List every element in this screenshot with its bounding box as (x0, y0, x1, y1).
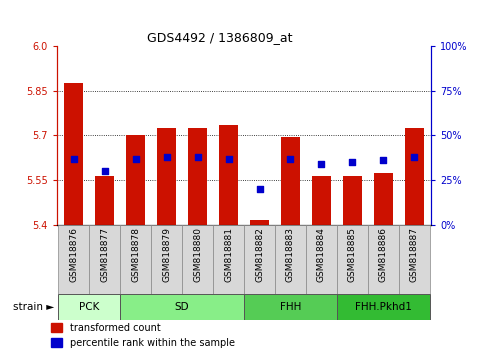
Bar (368, 225, 399, 294)
Bar (96, 176, 114, 225)
Point (70, 156, 78, 161)
Bar (58, 225, 89, 294)
Bar (275, 225, 306, 294)
Point (194, 154, 202, 160)
Bar (213, 225, 244, 294)
Text: GSM818878: GSM818878 (131, 227, 140, 282)
Text: GSM818887: GSM818887 (410, 227, 419, 282)
Text: GSM818884: GSM818884 (317, 227, 326, 282)
Text: GSM818886: GSM818886 (379, 227, 388, 282)
Point (225, 156, 233, 161)
Point (101, 168, 108, 174)
Bar (120, 294, 244, 320)
Bar (51, 338, 62, 348)
Text: GSM818876: GSM818876 (69, 227, 78, 282)
Text: SD: SD (175, 302, 189, 312)
Bar (58, 294, 120, 320)
Text: GSM818881: GSM818881 (224, 227, 233, 282)
Text: FHH: FHH (280, 302, 301, 312)
Bar (51, 323, 62, 332)
Text: GSM818877: GSM818877 (100, 227, 109, 282)
Bar (281, 137, 300, 225)
Bar (157, 128, 176, 225)
Bar (343, 176, 362, 225)
Bar (244, 294, 337, 320)
Text: FHH.Pkhd1: FHH.Pkhd1 (355, 302, 412, 312)
Text: GSM818883: GSM818883 (286, 227, 295, 282)
Point (317, 161, 325, 167)
Point (255, 186, 263, 192)
Bar (151, 225, 182, 294)
Bar (89, 225, 120, 294)
Bar (374, 173, 392, 225)
Bar (188, 128, 207, 225)
Point (410, 154, 418, 160)
Bar (306, 225, 337, 294)
Point (132, 156, 140, 161)
Bar (405, 128, 423, 225)
Bar (337, 225, 368, 294)
Bar (250, 220, 269, 225)
Text: percentile rank within the sample: percentile rank within the sample (70, 338, 235, 348)
Bar (399, 225, 430, 294)
Point (286, 156, 294, 161)
Bar (244, 225, 275, 294)
Text: transformed count: transformed count (70, 322, 161, 333)
Bar (337, 294, 430, 320)
Bar (120, 225, 151, 294)
Point (163, 154, 171, 160)
Text: GSM818882: GSM818882 (255, 227, 264, 282)
Bar (65, 83, 83, 225)
Bar (219, 125, 238, 225)
Bar (126, 135, 145, 225)
Text: GSM818880: GSM818880 (193, 227, 202, 282)
Text: GDS4492 / 1386809_at: GDS4492 / 1386809_at (146, 31, 292, 44)
Point (349, 159, 356, 165)
Text: strain ►: strain ► (13, 302, 54, 312)
Bar (312, 176, 331, 225)
Point (380, 158, 387, 163)
Text: GSM818879: GSM818879 (162, 227, 171, 282)
Text: GSM818885: GSM818885 (348, 227, 357, 282)
Bar (182, 225, 213, 294)
Text: PCK: PCK (79, 302, 100, 312)
